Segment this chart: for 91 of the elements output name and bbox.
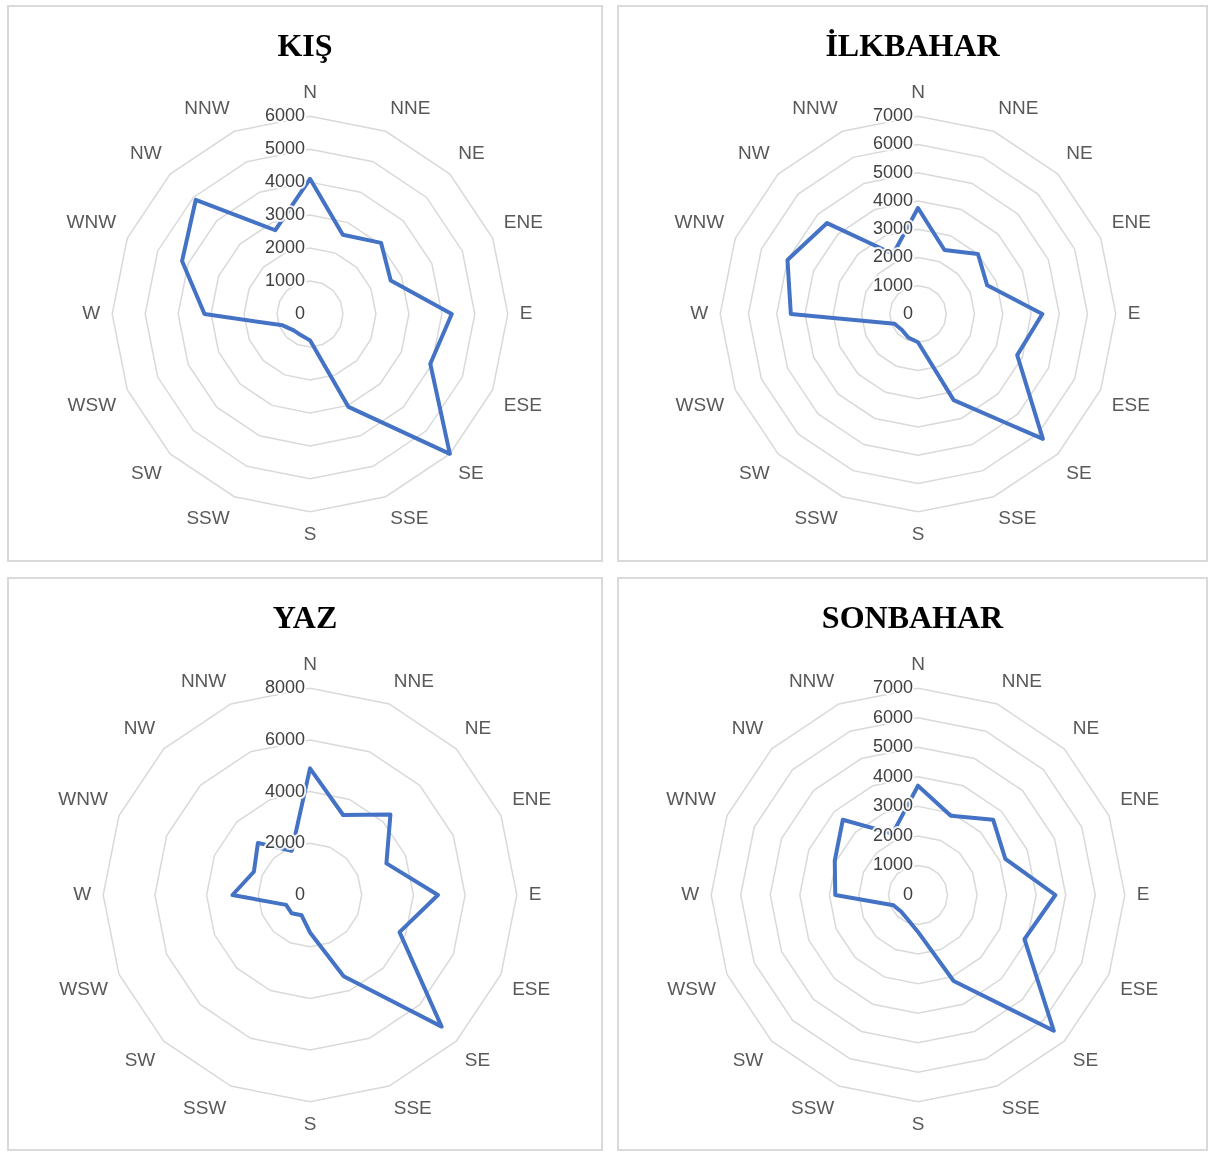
y-tick-label: 6000: [872, 706, 913, 727]
spoke-label: NE: [464, 717, 492, 739]
spoke-label: WNW: [674, 210, 725, 232]
spoke-label: WNW: [666, 788, 716, 810]
spoke-label: SE: [464, 1049, 491, 1071]
spoke-label: ENE: [1111, 210, 1151, 232]
spoke-label: NE: [458, 142, 485, 164]
spoke-label: SE: [1072, 1049, 1099, 1071]
spoke-label: E: [528, 883, 542, 905]
spoke-label: SW: [124, 1049, 156, 1071]
spoke-label: N: [303, 81, 317, 103]
spoke-label: SW: [131, 461, 162, 483]
y-tick-label: 6000: [872, 133, 913, 154]
y-tick-label: 7000: [872, 105, 913, 126]
spoke-label: ENE: [512, 788, 552, 810]
spoke-label: SSW: [794, 507, 838, 529]
spoke-label: SSW: [790, 1096, 835, 1118]
spoke-label: W: [73, 883, 92, 905]
spoke-label: W: [681, 883, 700, 905]
y-tick-label: 2000: [872, 824, 913, 845]
spoke-label: SSE: [1001, 1096, 1040, 1118]
spoke-label: S: [303, 1113, 317, 1135]
spoke-label: NNE: [998, 97, 1039, 118]
spoke-label: NNE: [390, 97, 431, 118]
y-tick-label: 5000: [872, 161, 913, 182]
spoke-label: NNW: [788, 669, 835, 691]
spoke-label: WSW: [675, 393, 725, 415]
spoke-label: E: [1136, 883, 1150, 905]
spoke-label: S: [303, 523, 317, 545]
spoke-label: ESE: [503, 393, 542, 415]
spoke-label: NW: [731, 717, 764, 739]
spoke-label: SSE: [998, 507, 1037, 529]
spoke-label: W: [82, 302, 101, 324]
spoke-label: NNE: [393, 669, 434, 691]
spoke-label: ENE: [503, 210, 543, 232]
spoke-label: SE: [458, 461, 484, 483]
y-tick-label: 6000: [264, 105, 305, 126]
y-tick-label: 2000: [872, 246, 913, 267]
spoke-label: N: [911, 653, 925, 675]
spoke-label: ESE: [1111, 393, 1150, 415]
spoke-label: NNW: [792, 97, 838, 118]
y-tick-label: 0: [294, 302, 305, 323]
spoke-label: N: [911, 81, 925, 103]
spoke-label: NW: [737, 142, 770, 164]
spoke-label: N: [303, 653, 317, 675]
spoke-label: NE: [1066, 142, 1093, 164]
y-tick-label: 0: [902, 302, 913, 323]
spoke-label: ESE: [1120, 978, 1159, 1000]
y-tick-label: 5000: [872, 736, 913, 757]
spoke-label: NE: [1072, 717, 1100, 739]
spoke-label: NNW: [184, 97, 230, 118]
y-tick-label: 6000: [264, 728, 305, 749]
y-tick-label: 4000: [264, 171, 305, 192]
y-tick-label: 1000: [872, 274, 913, 295]
y-tick-label: 5000: [264, 138, 305, 159]
y-tick-label: 4000: [872, 189, 913, 210]
y-tick-label: 0: [294, 883, 305, 904]
spoke-label: SE: [1066, 461, 1092, 483]
spoke-label: SW: [732, 1049, 764, 1071]
chart-title: İLKBAHAR: [825, 27, 1001, 64]
chart-title: YAZ: [272, 599, 338, 636]
y-tick-label: 0: [902, 883, 913, 904]
spoke-label: SSW: [182, 1096, 227, 1118]
y-tick-label: 7000: [872, 677, 913, 698]
spoke-label: NW: [123, 717, 156, 739]
spoke-label: WSW: [59, 978, 108, 1000]
spoke-label: E: [519, 302, 533, 324]
y-tick-label: 1000: [264, 270, 305, 290]
chart-title: KIŞ: [277, 27, 333, 64]
spoke-label: WNW: [66, 210, 117, 232]
spoke-label: SSE: [393, 1096, 432, 1118]
y-tick-label: 1000: [872, 854, 913, 875]
chart-title: SONBAHAR: [821, 599, 1005, 636]
spoke-label: WNW: [58, 788, 108, 810]
spoke-label: S: [911, 1113, 925, 1135]
spoke-label: NNE: [1001, 669, 1042, 691]
spoke-label: WSW: [67, 393, 117, 415]
spoke-label: SW: [739, 461, 770, 483]
spoke-label: NW: [129, 142, 162, 164]
spoke-label: NNW: [180, 669, 227, 691]
spoke-label: W: [690, 302, 709, 324]
y-tick-label: 8000: [264, 677, 305, 698]
spoke-label: ENE: [1120, 788, 1160, 810]
y-tick-label: 2000: [264, 237, 305, 258]
spoke-label: SSW: [186, 507, 230, 529]
spoke-label: S: [911, 523, 925, 545]
spoke-label: SSE: [390, 507, 429, 529]
spoke-label: E: [1127, 302, 1141, 324]
spoke-label: WSW: [667, 978, 716, 1000]
y-tick-label: 4000: [872, 765, 913, 786]
spoke-label: ESE: [512, 978, 551, 1000]
